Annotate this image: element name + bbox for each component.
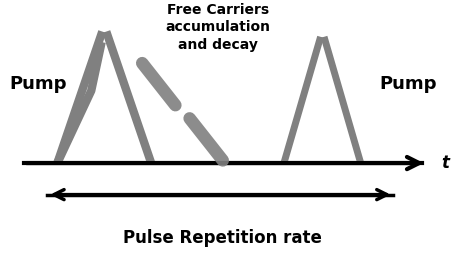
Text: Pump: Pump <box>379 75 437 93</box>
Text: t: t <box>441 154 449 172</box>
Text: Pulse Repetition rate: Pulse Repetition rate <box>123 229 322 247</box>
Text: Free Carriers
accumulation
and decay: Free Carriers accumulation and decay <box>165 3 271 52</box>
Text: Pump: Pump <box>9 75 67 93</box>
